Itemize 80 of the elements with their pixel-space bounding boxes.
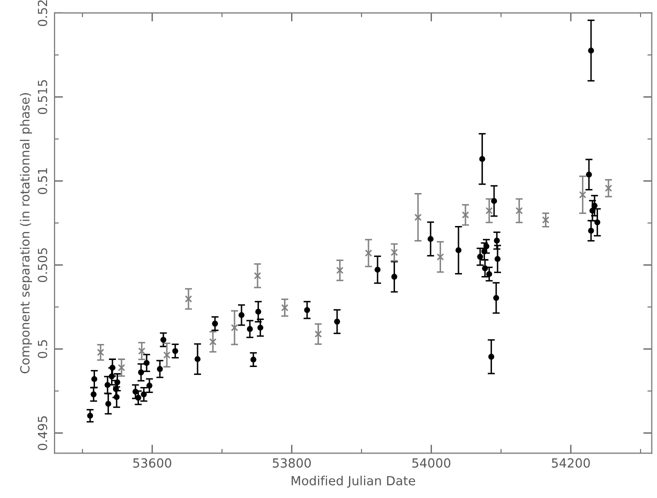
point xyxy=(462,211,470,219)
point xyxy=(488,354,494,360)
point xyxy=(250,356,256,363)
point xyxy=(105,400,112,407)
point xyxy=(314,330,322,338)
point xyxy=(109,364,116,371)
point xyxy=(156,366,163,372)
point xyxy=(414,214,422,221)
x-tick-label: 53600 xyxy=(133,458,172,468)
point xyxy=(428,236,434,242)
point xyxy=(364,249,372,257)
point xyxy=(479,156,486,162)
point xyxy=(132,388,138,395)
point xyxy=(104,382,110,388)
x-tick-label: 53800 xyxy=(272,458,311,468)
point xyxy=(238,312,244,318)
point xyxy=(281,304,288,312)
point xyxy=(374,266,381,273)
point xyxy=(486,271,492,278)
point xyxy=(91,376,98,382)
point xyxy=(588,48,594,54)
point xyxy=(586,172,592,178)
point xyxy=(481,248,488,254)
x-axis-title: Modified Julian Date xyxy=(292,476,416,488)
point xyxy=(482,265,488,272)
point xyxy=(114,379,120,386)
point xyxy=(255,308,262,315)
point xyxy=(160,336,166,343)
y-tick-label: 0.5 xyxy=(38,340,48,358)
point xyxy=(172,348,178,354)
point xyxy=(90,391,97,398)
point xyxy=(589,208,596,214)
point xyxy=(436,253,444,261)
point xyxy=(254,272,262,280)
point xyxy=(494,256,501,262)
point xyxy=(194,356,200,362)
point xyxy=(542,216,550,224)
point xyxy=(257,324,264,331)
point xyxy=(118,364,126,372)
point xyxy=(604,184,612,192)
y-tick-label: 0.515 xyxy=(38,80,48,114)
y-axis-title: Component separation (in rotationnal phase) xyxy=(20,93,32,374)
point xyxy=(96,348,104,356)
point xyxy=(334,318,340,325)
point xyxy=(486,207,493,214)
point xyxy=(491,198,498,204)
point xyxy=(483,243,490,250)
point xyxy=(594,219,600,226)
point xyxy=(230,324,238,332)
y-tick-label: 0.52 xyxy=(38,0,48,26)
point xyxy=(391,274,398,280)
point xyxy=(212,320,218,327)
point xyxy=(135,394,142,401)
x-tick-label: 54000 xyxy=(412,458,450,468)
point xyxy=(138,369,144,376)
point xyxy=(494,238,500,244)
y-tick-label: 0.495 xyxy=(38,416,48,450)
point xyxy=(390,248,398,256)
point xyxy=(588,228,594,234)
point xyxy=(144,360,150,366)
point xyxy=(579,191,586,198)
point xyxy=(336,266,344,274)
point xyxy=(592,202,598,209)
point xyxy=(140,391,147,398)
point xyxy=(516,207,523,214)
y-tick-label: 0.51 xyxy=(38,168,48,194)
point xyxy=(209,338,217,346)
point xyxy=(114,394,120,400)
point xyxy=(138,347,146,355)
point xyxy=(246,326,253,332)
point xyxy=(184,295,192,303)
point xyxy=(304,307,310,313)
point xyxy=(146,382,152,389)
y-tick-label: 0.505 xyxy=(38,248,48,282)
point xyxy=(163,351,170,359)
point xyxy=(456,247,462,254)
point xyxy=(87,412,94,419)
point xyxy=(477,254,484,260)
point xyxy=(493,294,500,301)
x-tick-label: 54200 xyxy=(552,458,590,468)
